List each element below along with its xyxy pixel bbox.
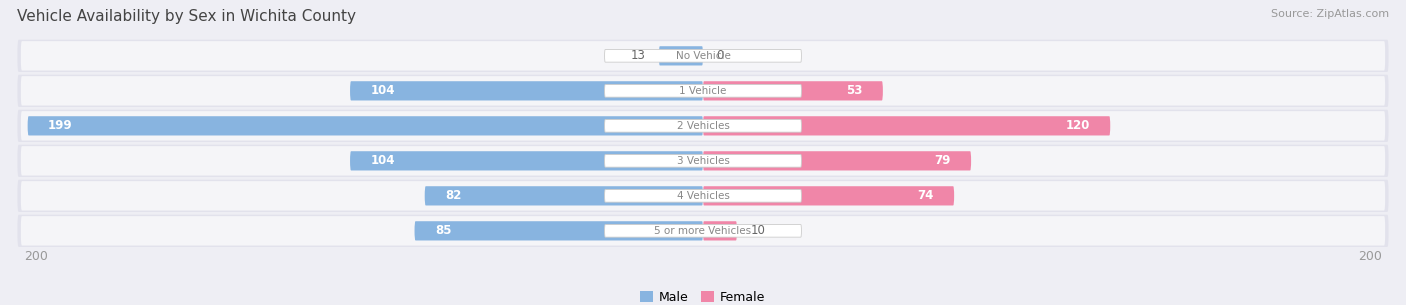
Text: 79: 79 — [935, 154, 950, 167]
Text: 199: 199 — [48, 119, 73, 132]
FancyBboxPatch shape — [21, 216, 1385, 246]
FancyBboxPatch shape — [28, 116, 703, 135]
FancyBboxPatch shape — [21, 181, 1385, 210]
Text: 3 Vehicles: 3 Vehicles — [676, 156, 730, 166]
FancyBboxPatch shape — [605, 49, 801, 62]
Text: 104: 104 — [370, 84, 395, 97]
FancyBboxPatch shape — [350, 81, 703, 100]
Text: 85: 85 — [434, 224, 451, 237]
FancyBboxPatch shape — [605, 155, 801, 167]
FancyBboxPatch shape — [21, 146, 1385, 176]
FancyBboxPatch shape — [703, 81, 883, 100]
Text: 1 Vehicle: 1 Vehicle — [679, 86, 727, 96]
FancyBboxPatch shape — [17, 180, 1389, 212]
Text: 2 Vehicles: 2 Vehicles — [676, 121, 730, 131]
FancyBboxPatch shape — [605, 189, 801, 202]
FancyBboxPatch shape — [415, 221, 703, 240]
Text: 13: 13 — [630, 49, 645, 62]
FancyBboxPatch shape — [703, 186, 955, 206]
Text: 120: 120 — [1066, 119, 1090, 132]
FancyBboxPatch shape — [17, 40, 1389, 72]
FancyBboxPatch shape — [21, 111, 1385, 141]
Text: Vehicle Availability by Sex in Wichita County: Vehicle Availability by Sex in Wichita C… — [17, 9, 356, 24]
Text: 0: 0 — [717, 49, 724, 62]
Text: Source: ZipAtlas.com: Source: ZipAtlas.com — [1271, 9, 1389, 19]
Text: 5 or more Vehicles: 5 or more Vehicles — [654, 226, 752, 236]
FancyBboxPatch shape — [703, 221, 737, 240]
FancyBboxPatch shape — [17, 110, 1389, 142]
Text: 200: 200 — [24, 250, 48, 263]
Text: 104: 104 — [370, 154, 395, 167]
FancyBboxPatch shape — [703, 151, 972, 170]
FancyBboxPatch shape — [17, 215, 1389, 247]
Text: 4 Vehicles: 4 Vehicles — [676, 191, 730, 201]
FancyBboxPatch shape — [425, 186, 703, 206]
Text: 10: 10 — [751, 224, 765, 237]
FancyBboxPatch shape — [17, 145, 1389, 177]
Text: No Vehicle: No Vehicle — [675, 51, 731, 61]
FancyBboxPatch shape — [605, 84, 801, 97]
FancyBboxPatch shape — [605, 224, 801, 237]
FancyBboxPatch shape — [703, 116, 1111, 135]
FancyBboxPatch shape — [659, 46, 703, 66]
Text: 82: 82 — [446, 189, 461, 202]
Text: 53: 53 — [846, 84, 862, 97]
Text: 74: 74 — [917, 189, 934, 202]
FancyBboxPatch shape — [21, 41, 1385, 70]
FancyBboxPatch shape — [605, 120, 801, 132]
Legend: Male, Female: Male, Female — [641, 291, 765, 304]
Text: 200: 200 — [1358, 250, 1382, 263]
FancyBboxPatch shape — [21, 76, 1385, 106]
FancyBboxPatch shape — [350, 151, 703, 170]
FancyBboxPatch shape — [17, 75, 1389, 107]
